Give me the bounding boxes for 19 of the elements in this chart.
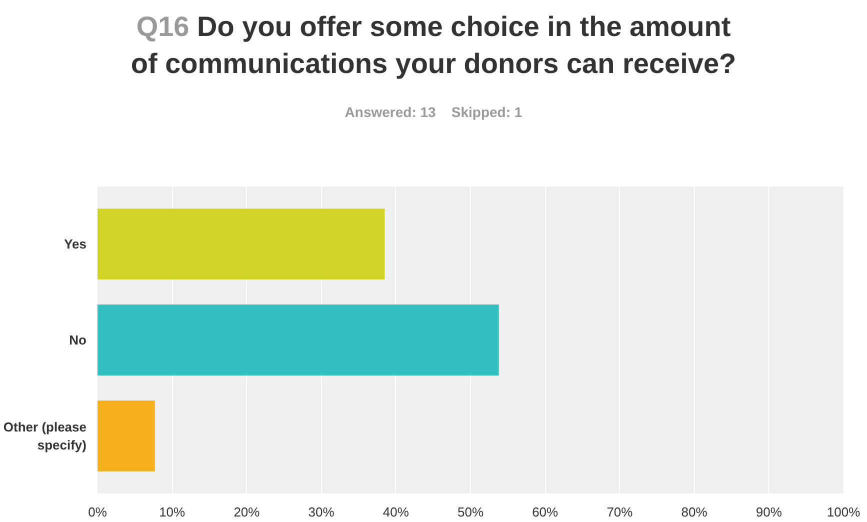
x-tick-label: 30% bbox=[308, 504, 335, 520]
x-tick-label: 40% bbox=[382, 504, 410, 520]
x-tick-label: 10% bbox=[159, 504, 186, 520]
y-tick-label: No bbox=[69, 332, 87, 348]
chart-subtitle: Answered: 13 Skipped: 1 bbox=[344, 103, 524, 122]
y-tick-label: Other (please specify) bbox=[3, 419, 87, 452]
bar bbox=[98, 400, 155, 472]
x-tick-label: 70% bbox=[606, 504, 634, 520]
bar bbox=[98, 208, 385, 280]
x-tick-label: 20% bbox=[234, 504, 260, 520]
x-tick-label: 80% bbox=[681, 504, 708, 520]
x-tick-label: 100% bbox=[826, 504, 861, 520]
x-tick-label: 60% bbox=[532, 504, 559, 520]
chart-title: Q16 Do you offer some choice in the amount of communications your donors can receive? bbox=[130, 10, 738, 81]
y-tick-label: Yes bbox=[64, 236, 87, 252]
x-tick-label: 0% bbox=[88, 504, 108, 520]
x-tick-label: 50% bbox=[457, 504, 484, 520]
x-tick-label: 90% bbox=[756, 504, 782, 520]
bar bbox=[98, 304, 499, 376]
